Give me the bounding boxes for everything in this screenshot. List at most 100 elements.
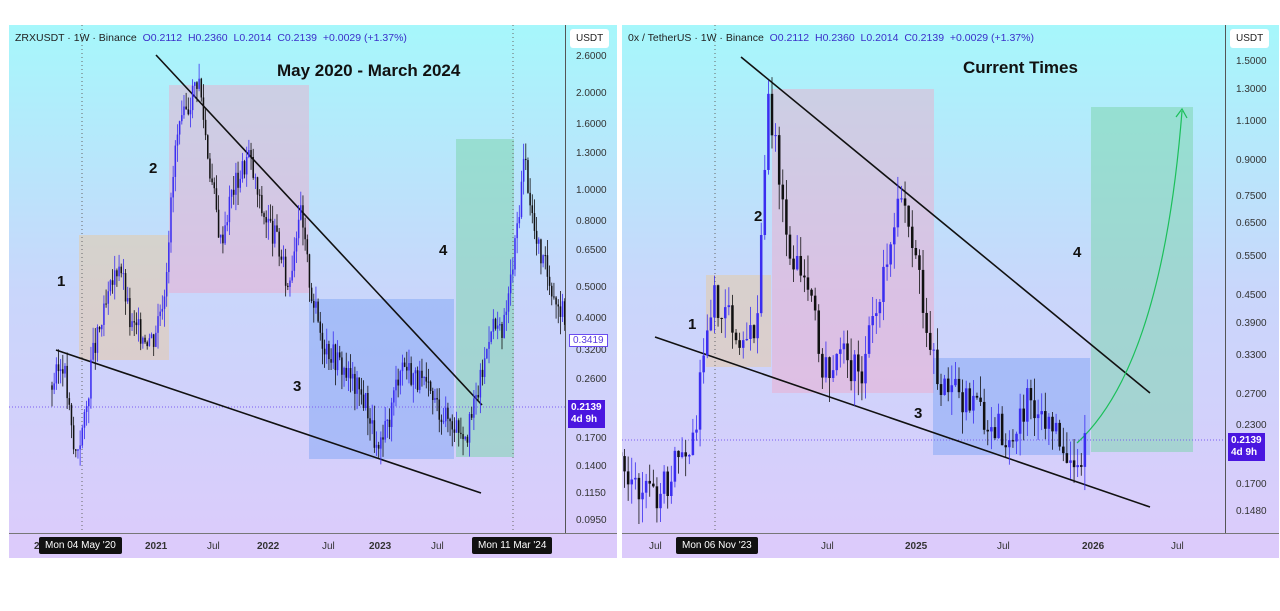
candle [187,109,190,115]
candle [313,301,315,308]
candle [274,225,276,244]
candle [263,213,265,218]
candle [986,429,990,432]
candle [943,378,946,395]
time-axis[interactable]: 2 2021 Jul 2022 Jul 2023 Jul Mon 04 May … [9,533,617,558]
left-chart-panel[interactable]: ZRXUSDT · 1W · Binance O0.2112 H0.2360 L… [9,25,617,558]
candle [245,157,248,175]
candle [659,493,662,509]
candle [98,327,101,330]
candle [133,321,135,323]
candle [698,372,702,430]
last-price-label: 0.2139 4d 9h [568,400,605,428]
candle [129,298,131,328]
candle [634,477,637,480]
currency-button[interactable]: USDT [570,29,610,48]
right-chart-panel[interactable]: 0x / TetherUS · 1W · Binance O0.2112 H0.… [622,25,1279,558]
candle [406,366,408,371]
candle [644,480,648,493]
lower-trendline [654,336,1151,508]
candle [483,358,486,377]
price-tick: 0.5000 [576,282,607,294]
candle [380,437,382,449]
candle [278,231,280,257]
candle [211,178,213,183]
candle [918,255,921,270]
time-axis[interactable]: Jul Jul 2025 Jul 2026 Jul Mon 06 Nov '23 [622,533,1279,558]
candle [853,354,856,382]
left-chart-canvas[interactable] [9,25,565,534]
candle [535,230,538,244]
price-tick: 1.5000 [1236,55,1267,67]
candle [1033,400,1036,419]
wave-label-2: 2 [149,160,158,177]
price-axis[interactable]: USDT 1.5000 1.3000 1.1000 0.9000 0.7500 0.650… [1225,25,1280,534]
candle [828,357,831,379]
chart-title: May 2020 - March 2024 [277,61,461,80]
candle [457,420,460,433]
candle [522,158,525,182]
candle [213,182,216,189]
candle [630,479,634,485]
candle [144,337,146,343]
candle [507,293,510,312]
candle [66,365,68,399]
right-chart-canvas[interactable] [622,25,1225,534]
candle [434,397,436,401]
candle [652,483,655,487]
candle [146,342,148,347]
candle [871,316,874,326]
candle [224,225,226,244]
wave4-target-box [1091,107,1193,452]
candle [100,324,103,330]
candle [662,471,666,494]
currency-button[interactable]: USDT [1230,29,1270,48]
candle [161,308,164,312]
candle [709,317,713,331]
upper-trendline [740,56,1151,394]
candle [410,363,412,385]
candle [475,394,477,399]
candle [677,450,680,458]
candle [885,264,889,267]
candle [109,280,112,292]
candle [763,169,767,236]
candle [204,119,207,136]
candle [172,176,174,198]
price-tick: 1.1000 [1236,116,1267,128]
candle [910,226,914,248]
candle [59,369,62,372]
candle [284,256,287,286]
price-axis[interactable]: USDT 2.6000 2.0000 1.6000 1.3000 1.0000 0.800… [565,25,618,534]
candle [330,359,332,363]
candle [835,353,838,371]
candle [1029,388,1033,401]
crosshair-date-end: Mon 11 Mar '24 [472,537,553,554]
candle [232,189,235,195]
candle [438,399,441,420]
candle [423,376,425,379]
candle [555,297,557,305]
candle [425,376,428,382]
candle [860,371,864,384]
candle [85,406,88,413]
candle [451,421,454,430]
price-tick: 0.9000 [1236,155,1267,167]
candle [505,311,508,315]
candle [468,413,471,443]
candle [440,419,443,422]
candle [228,196,231,223]
price-tick: 0.8000 [576,216,607,228]
candle [496,325,499,329]
crosshair-date-start: Mon 06 Nov '23 [676,537,758,554]
candle [1008,440,1011,448]
candle [889,244,892,265]
candle [377,444,380,449]
candle [393,390,395,403]
wave4-box [456,139,514,457]
candle [1047,416,1051,429]
price-tick: 1.0000 [576,185,607,197]
candle [209,158,211,179]
candle [68,398,71,405]
candle [148,338,151,347]
